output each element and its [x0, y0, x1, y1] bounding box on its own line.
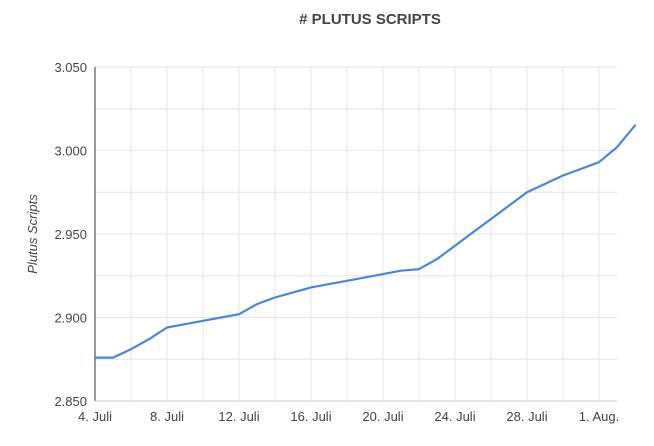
x-tick-label: 12. Juli — [218, 409, 259, 424]
x-tick-label: 16. Juli — [290, 409, 331, 424]
x-tick-label: 8. Juli — [150, 409, 184, 424]
y-tick-label: 3.050 — [54, 60, 87, 75]
grid-lines — [94, 66, 617, 402]
y-tick-label: 2.950 — [54, 227, 87, 242]
x-tick-label: 1. Aug. — [579, 409, 619, 424]
chart-title: # PLUTUS SCRIPTS — [299, 11, 441, 28]
y-tick-label: 3.000 — [54, 144, 87, 159]
series-layer — [93, 124, 637, 359]
y-axis-title: Plutus Scripts — [25, 194, 40, 274]
x-tick-label: 20. Juli — [362, 409, 403, 424]
y-tick-label: 2.900 — [54, 311, 87, 326]
y-axis-tick-labels: 2.850 2.900 2.950 3.000 3.050 — [54, 60, 87, 409]
axes — [94, 67, 617, 402]
x-axis-tick-labels: 4. Juli 8. Juli 12. Juli 16. Juli 20. Juli 24… — [78, 409, 619, 424]
series-line — [93, 124, 637, 359]
x-tick-label: 28. Juli — [506, 409, 547, 424]
x-tick-label: 4. Juli — [78, 409, 112, 424]
y-tick-label: 2.850 — [54, 394, 87, 409]
x-tick-label: 24. Juli — [434, 409, 475, 424]
